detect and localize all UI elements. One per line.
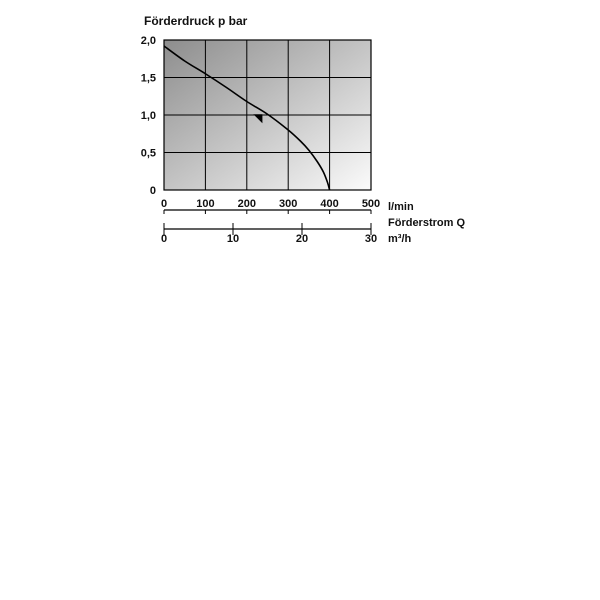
x-axis-unit-lmin: l/min: [388, 201, 414, 213]
y-tick-labels: 0 0,5 1,0 1,5 2,0: [141, 35, 156, 197]
x2-tick-label: 10: [227, 233, 239, 245]
x2-tick-label: 20: [296, 233, 308, 245]
x-axis-title: Förderstrom Q: [388, 217, 465, 229]
x2-tick-labels: 0 10 20 30: [161, 223, 377, 245]
y-tick-label: 2,0: [141, 35, 156, 47]
x-tick-label: 300: [279, 198, 297, 210]
y-axis-title: Förderdruck p bar: [144, 14, 248, 28]
series-line-0: [163, 45, 331, 191]
x2-tick-label: 0: [161, 233, 167, 245]
x-tick-label: 0: [161, 198, 167, 210]
operating-point-marker: [253, 114, 263, 124]
x-tick-labels: 0 100 200 300 400 500: [161, 198, 380, 214]
x2-tick-label: 30: [365, 233, 377, 245]
y-tick-label: 1,0: [141, 110, 156, 122]
x-axis-unit-m3h: m³/h: [388, 233, 412, 245]
x-tick-label: 200: [238, 198, 256, 210]
y-tick-label: 1,5: [141, 73, 156, 85]
y-tick-label: 0: [150, 185, 156, 197]
x-tick-label: 100: [196, 198, 214, 210]
y-tick-label: 0,5: [141, 148, 156, 160]
series-layer: [163, 45, 331, 191]
x-tick-label: 500: [362, 198, 380, 210]
grid-lines: [164, 40, 371, 190]
x-tick-label: 400: [320, 198, 338, 210]
